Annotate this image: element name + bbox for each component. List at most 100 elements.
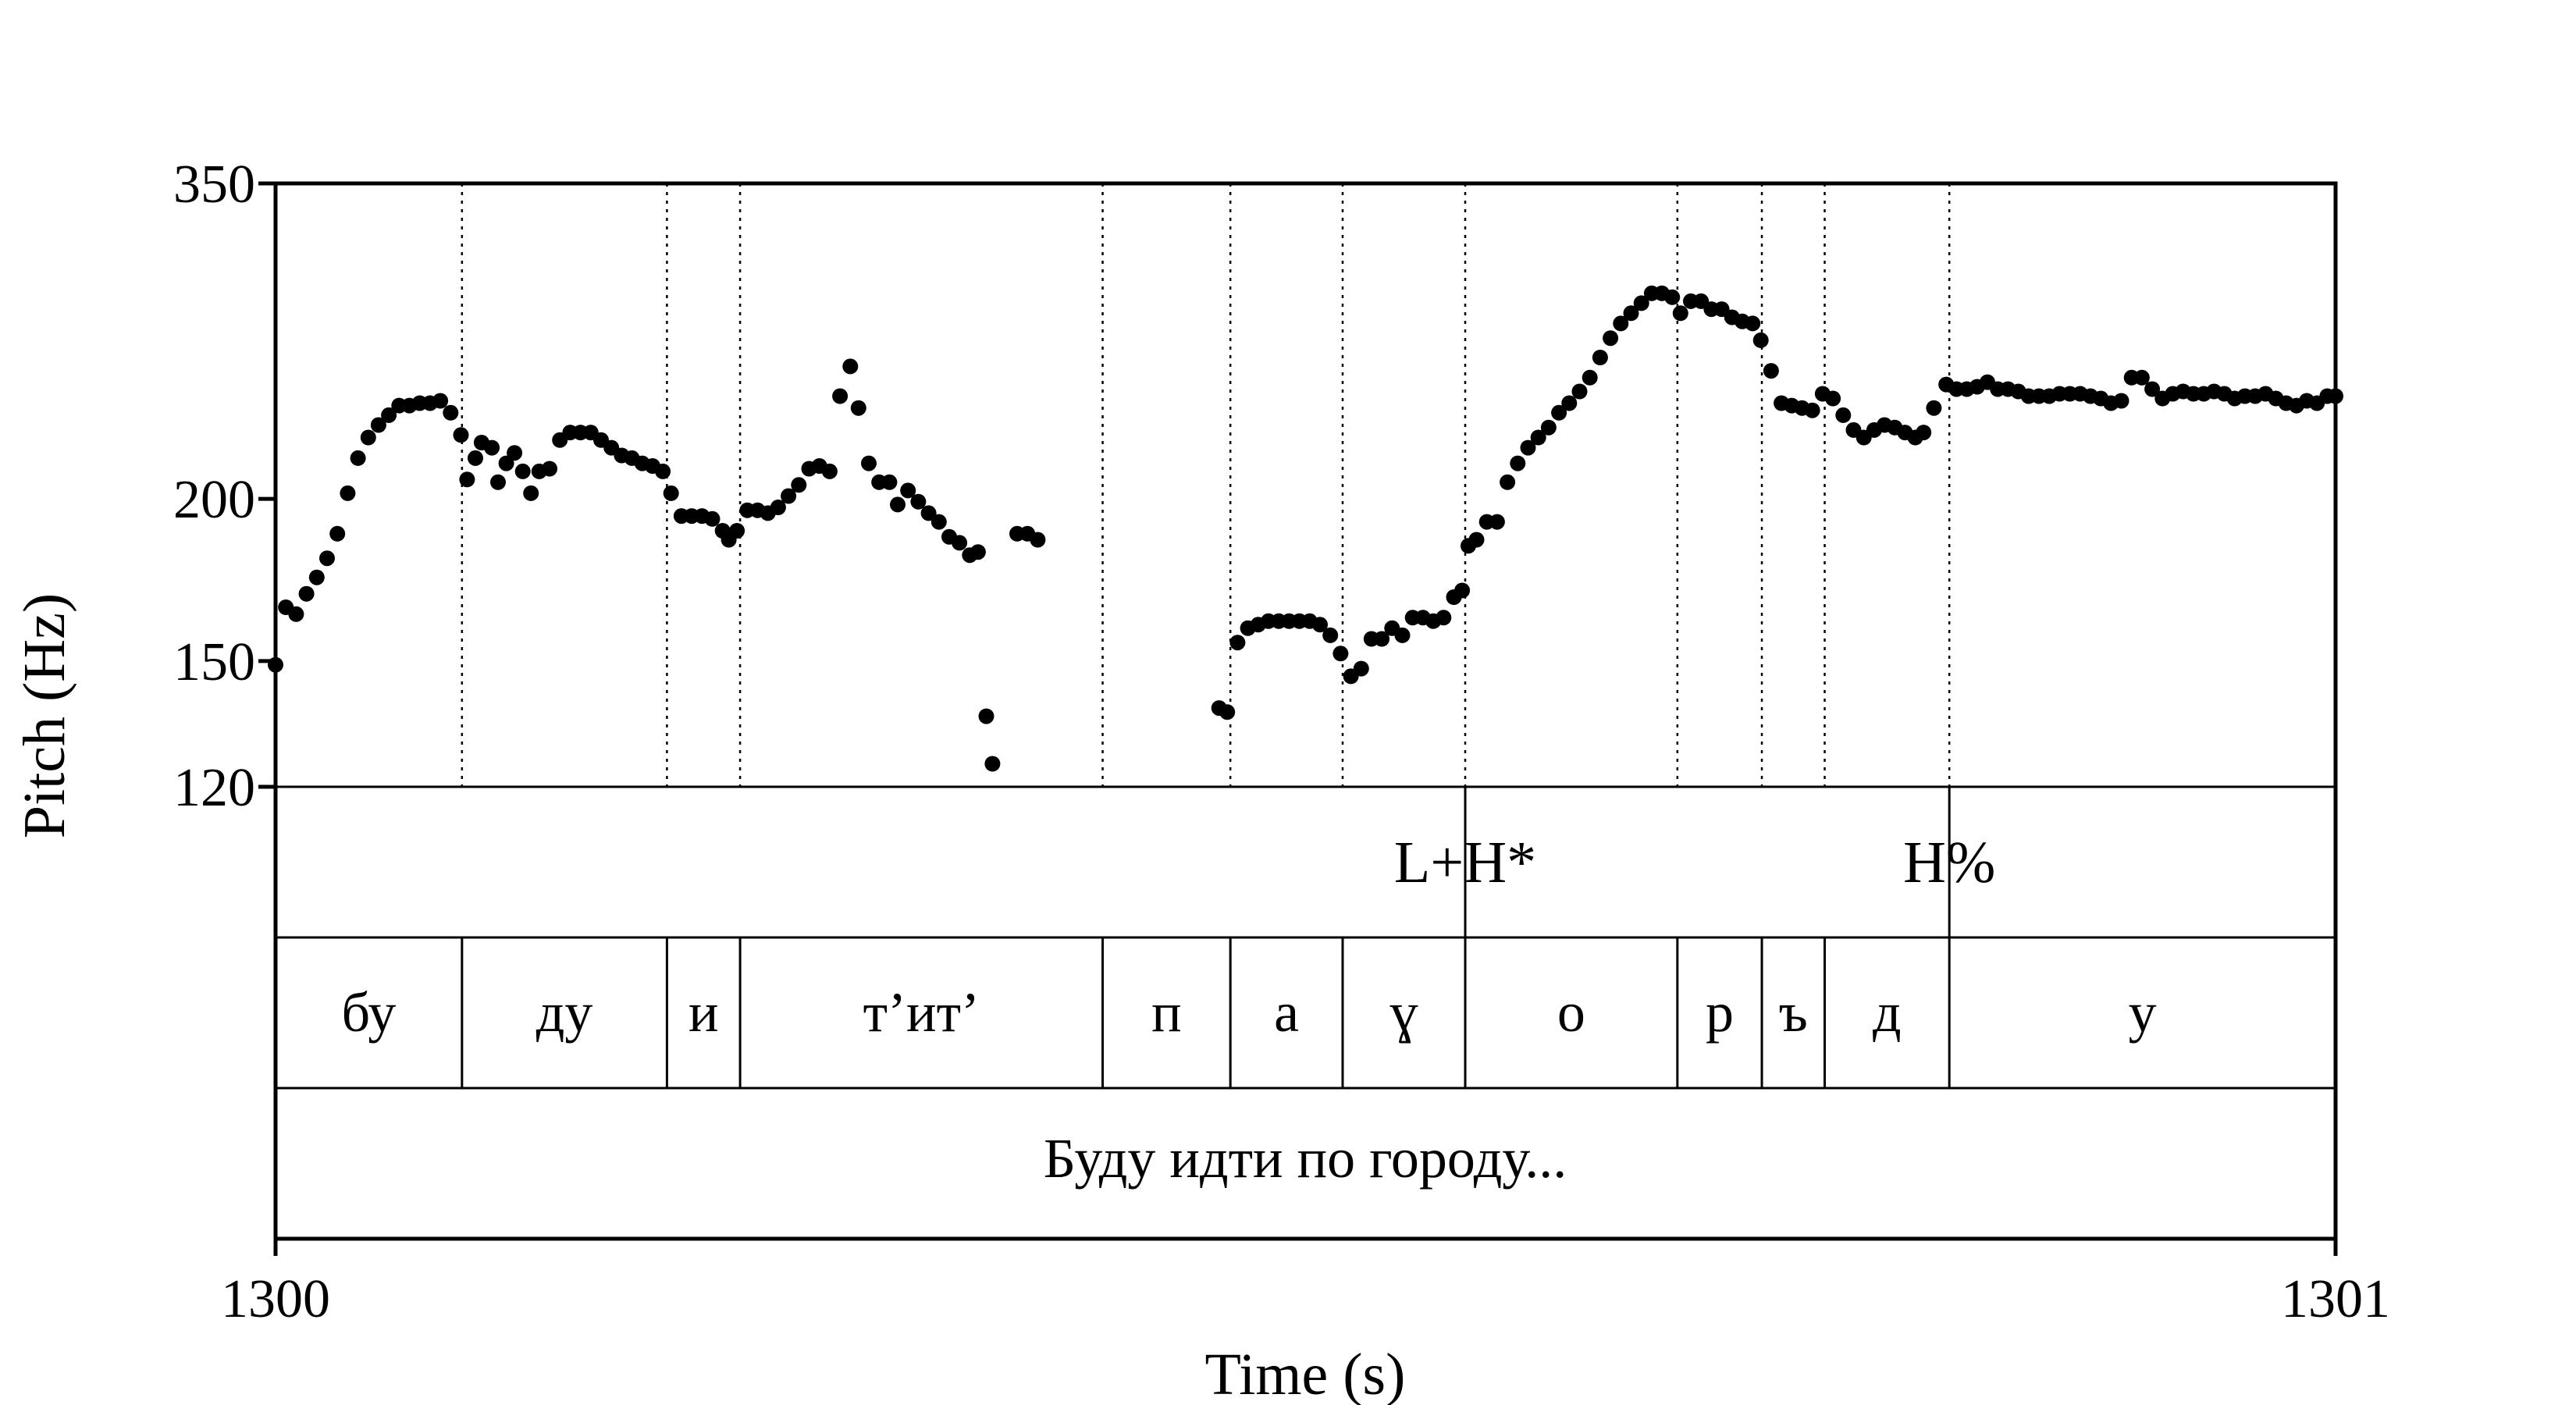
y-tick-label: 120 [173, 758, 255, 818]
pitch-point [1825, 390, 1841, 407]
pitch-point [432, 393, 449, 409]
pitch-point [1551, 404, 1567, 421]
pitch-point [381, 407, 397, 423]
pitch-point [1312, 617, 1328, 633]
pitch-point [881, 474, 898, 490]
pitch-point [1592, 350, 1608, 365]
axis-ticks: 350 200 150 120 1300 1301 [173, 155, 2390, 1329]
segment-label: д [1873, 981, 1902, 1044]
pitch-point [360, 429, 376, 446]
pitch-point [781, 488, 797, 504]
segment-label: ɣ [1390, 981, 1418, 1044]
pitch-point [1353, 660, 1369, 677]
pitch-point [443, 404, 459, 421]
pitch-point [832, 388, 849, 404]
pitch-point [319, 550, 335, 567]
pitch-point [1763, 363, 1779, 379]
pitch-point [900, 482, 916, 499]
y-tick-label: 150 [173, 632, 255, 692]
pitch-point [1926, 400, 1942, 416]
pitch-point [1571, 383, 1588, 400]
pitch-point [542, 461, 557, 477]
pitch-point [984, 756, 1001, 772]
pitch-point [340, 485, 356, 501]
pitch-point [514, 463, 531, 479]
pitch-point [850, 400, 866, 416]
pitch-point [1468, 532, 1485, 548]
segment-label: п [1151, 981, 1182, 1044]
pitch-point [1530, 429, 1546, 446]
pitch-point [1752, 332, 1769, 348]
plot-frame [273, 181, 2338, 1241]
pitch-point [523, 485, 539, 501]
pitch-point [329, 525, 346, 542]
pitch-point [920, 505, 937, 521]
pitch-point [1229, 635, 1246, 651]
pitch-point [930, 514, 947, 530]
pitch-point [1219, 704, 1236, 720]
pitch-point [1374, 631, 1390, 647]
pitch-point [842, 358, 859, 375]
pitch-point [1582, 369, 1598, 386]
tone-label: H% [1903, 830, 1995, 895]
pitch-point [288, 606, 304, 622]
segment-label: а [1274, 981, 1299, 1044]
pitch-point [1520, 439, 1536, 456]
pitch-point [1672, 305, 1688, 322]
pitch-point [890, 496, 906, 513]
pitch-point [1613, 315, 1629, 332]
pitch-point [910, 493, 927, 510]
pitch-point [729, 523, 745, 539]
pitch-point [1623, 305, 1639, 322]
pitch-point [498, 455, 514, 471]
tone-tier: L+H* H% [1394, 787, 1995, 937]
pitch-point [1510, 455, 1526, 471]
pitch-point [1916, 425, 1932, 441]
pitch-point [791, 477, 807, 493]
pitch-point [970, 544, 986, 560]
pitch-point [490, 474, 506, 490]
figure-frame [273, 181, 2338, 1256]
pitch-point [298, 585, 315, 602]
segment-label: ду [536, 981, 593, 1044]
y-axis-label: Pitch (Hz) [12, 593, 77, 838]
pitch-point [663, 485, 679, 501]
segment-label: ъ [1779, 981, 1808, 1044]
pitch-point [2144, 381, 2161, 397]
segment-label: и [688, 981, 719, 1044]
pitch-point [1030, 532, 1046, 548]
y-tick-label: 200 [173, 470, 255, 530]
pitch-point [952, 535, 968, 551]
segment-label: у [2129, 981, 2157, 1044]
pitch-point [308, 569, 325, 585]
pitch-point [453, 427, 469, 443]
pitch-point [1804, 402, 1820, 418]
y-tick-label: 350 [173, 155, 255, 215]
x-tick-label: 1300 [221, 1269, 330, 1329]
pitch-point [1633, 295, 1649, 311]
pitch-point [821, 463, 838, 479]
segment-label: бу [341, 981, 396, 1044]
pitch-point [770, 500, 786, 515]
pitch-points [268, 285, 2343, 772]
pitch-point [507, 445, 523, 461]
pitch-point [1540, 419, 1557, 436]
pitch-point [1603, 330, 1619, 347]
x-axis-label: Time (s) [1205, 1342, 1406, 1405]
pitch-point [1835, 407, 1852, 423]
pitch-point [1745, 315, 1761, 332]
pitch-point [370, 417, 386, 433]
pitch-point [1500, 474, 1516, 490]
pitch-point [704, 510, 720, 527]
pitch-point [1561, 395, 1578, 411]
pitch-point [2328, 388, 2343, 404]
pitch-point [484, 439, 500, 456]
pitch-point [2113, 393, 2129, 409]
pitch-point [1489, 514, 1505, 530]
pitch-point [655, 463, 671, 479]
x-tick-label: 1301 [2281, 1269, 2390, 1329]
pitch-point [1332, 646, 1349, 662]
segment-label: т’ит’ [863, 981, 980, 1044]
